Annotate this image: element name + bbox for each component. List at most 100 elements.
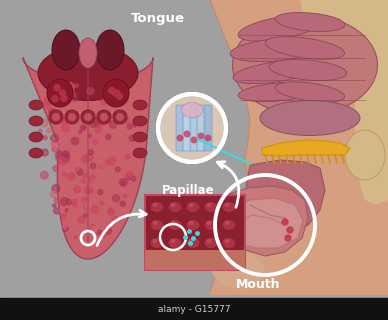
Circle shape bbox=[107, 209, 114, 216]
Circle shape bbox=[79, 130, 82, 133]
Circle shape bbox=[78, 217, 85, 223]
Circle shape bbox=[77, 233, 82, 238]
Circle shape bbox=[88, 113, 92, 117]
Circle shape bbox=[177, 134, 184, 141]
Circle shape bbox=[85, 202, 91, 208]
Circle shape bbox=[127, 125, 132, 129]
Ellipse shape bbox=[29, 100, 43, 110]
Ellipse shape bbox=[29, 148, 43, 158]
Circle shape bbox=[97, 230, 102, 235]
Polygon shape bbox=[210, 248, 265, 290]
Ellipse shape bbox=[186, 202, 200, 212]
Ellipse shape bbox=[152, 239, 158, 243]
Circle shape bbox=[197, 132, 204, 140]
Text: Tongue: Tongue bbox=[131, 12, 185, 25]
Circle shape bbox=[43, 136, 47, 140]
Circle shape bbox=[115, 167, 120, 172]
Circle shape bbox=[130, 148, 137, 154]
Circle shape bbox=[88, 176, 96, 183]
Circle shape bbox=[61, 140, 65, 145]
Circle shape bbox=[72, 153, 78, 159]
Circle shape bbox=[90, 163, 96, 169]
Ellipse shape bbox=[265, 36, 345, 60]
Circle shape bbox=[109, 121, 117, 128]
Circle shape bbox=[100, 201, 104, 205]
Ellipse shape bbox=[230, 38, 320, 62]
Circle shape bbox=[125, 154, 130, 159]
Circle shape bbox=[63, 153, 68, 157]
Circle shape bbox=[75, 167, 81, 172]
Circle shape bbox=[109, 87, 114, 93]
Circle shape bbox=[101, 150, 108, 156]
Circle shape bbox=[81, 110, 95, 124]
Circle shape bbox=[83, 126, 85, 129]
Circle shape bbox=[54, 208, 59, 214]
Circle shape bbox=[63, 112, 69, 117]
Ellipse shape bbox=[150, 220, 164, 230]
Circle shape bbox=[52, 185, 60, 193]
Circle shape bbox=[64, 209, 68, 212]
Circle shape bbox=[83, 214, 87, 217]
Ellipse shape bbox=[170, 203, 175, 207]
Circle shape bbox=[75, 84, 78, 87]
FancyBboxPatch shape bbox=[183, 105, 191, 151]
Ellipse shape bbox=[170, 239, 175, 243]
Circle shape bbox=[68, 113, 76, 121]
Ellipse shape bbox=[189, 221, 194, 225]
Circle shape bbox=[94, 117, 101, 125]
Circle shape bbox=[77, 110, 83, 116]
Circle shape bbox=[191, 137, 197, 143]
Ellipse shape bbox=[133, 116, 147, 126]
Text: Papillae: Papillae bbox=[162, 183, 214, 196]
Circle shape bbox=[47, 128, 52, 133]
Ellipse shape bbox=[168, 237, 182, 249]
Circle shape bbox=[52, 142, 60, 150]
Ellipse shape bbox=[225, 239, 229, 243]
Circle shape bbox=[91, 224, 95, 228]
Circle shape bbox=[44, 102, 50, 108]
Circle shape bbox=[83, 135, 88, 140]
Circle shape bbox=[50, 191, 57, 198]
Circle shape bbox=[126, 113, 132, 118]
Polygon shape bbox=[224, 198, 303, 248]
Circle shape bbox=[73, 203, 77, 207]
Ellipse shape bbox=[168, 220, 182, 230]
Circle shape bbox=[52, 147, 57, 152]
Polygon shape bbox=[222, 186, 308, 256]
Circle shape bbox=[112, 216, 118, 222]
Bar bbox=[145, 195, 245, 270]
Circle shape bbox=[123, 195, 127, 198]
Circle shape bbox=[62, 226, 68, 232]
Circle shape bbox=[81, 197, 87, 203]
Circle shape bbox=[66, 199, 72, 205]
Circle shape bbox=[126, 176, 130, 180]
Circle shape bbox=[78, 193, 86, 201]
Circle shape bbox=[40, 171, 48, 179]
Circle shape bbox=[90, 120, 97, 127]
Circle shape bbox=[119, 204, 125, 210]
Ellipse shape bbox=[275, 82, 345, 102]
Circle shape bbox=[49, 108, 55, 115]
Circle shape bbox=[76, 162, 80, 165]
Circle shape bbox=[77, 169, 83, 175]
Circle shape bbox=[100, 99, 107, 105]
Circle shape bbox=[65, 110, 79, 124]
Circle shape bbox=[54, 198, 59, 203]
Ellipse shape bbox=[222, 202, 236, 212]
Ellipse shape bbox=[96, 30, 124, 70]
Text: alamy - G15777: alamy - G15777 bbox=[158, 305, 230, 314]
FancyBboxPatch shape bbox=[197, 105, 205, 151]
Circle shape bbox=[71, 196, 77, 201]
Circle shape bbox=[120, 108, 126, 114]
Ellipse shape bbox=[345, 130, 385, 180]
Circle shape bbox=[59, 186, 64, 190]
Ellipse shape bbox=[181, 102, 203, 117]
Circle shape bbox=[120, 202, 124, 206]
Circle shape bbox=[81, 155, 89, 162]
Ellipse shape bbox=[233, 60, 317, 84]
Ellipse shape bbox=[189, 203, 194, 207]
FancyBboxPatch shape bbox=[176, 105, 184, 151]
Circle shape bbox=[69, 129, 75, 134]
Ellipse shape bbox=[150, 237, 164, 249]
Circle shape bbox=[59, 157, 66, 164]
